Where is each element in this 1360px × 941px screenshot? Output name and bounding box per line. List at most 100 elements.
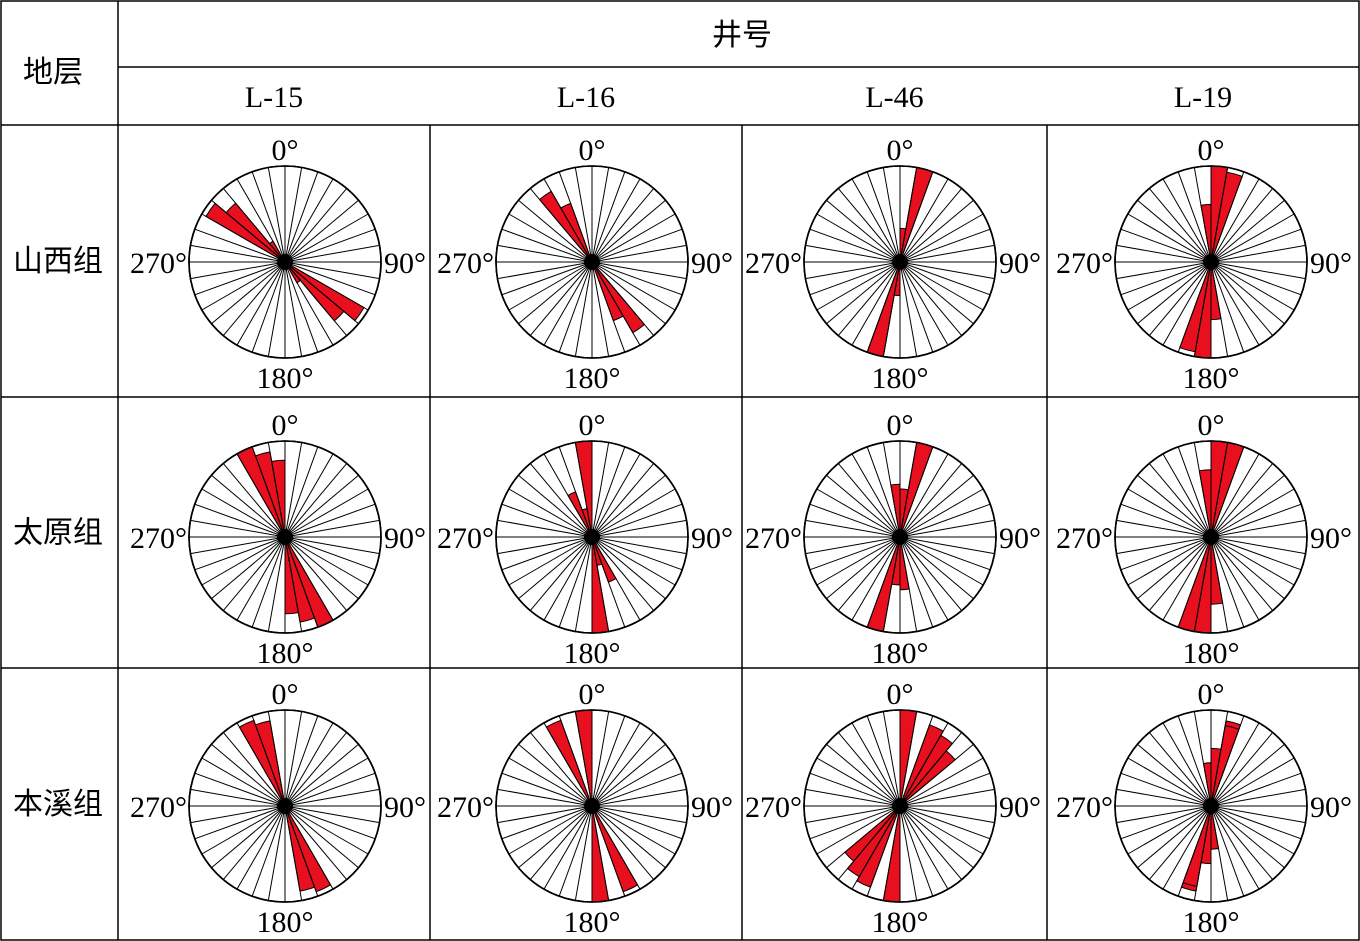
direction-label-180: 180°	[1183, 906, 1240, 939]
rose-sector-line	[591, 261, 666, 325]
rose-outline	[1114, 709, 1308, 903]
rose-sector-line	[1210, 805, 1295, 855]
rose-plot: 0° 90° 180° 270°	[745, 134, 1041, 395]
rose-sector-line	[837, 463, 901, 538]
direction-label-270: 270°	[437, 522, 494, 555]
rose-sector-line	[1210, 536, 1274, 611]
rose-sector-line	[284, 261, 303, 357]
rose-sector-line	[190, 261, 286, 280]
rose-center	[277, 798, 293, 814]
direction-label-270: 270°	[437, 247, 494, 280]
direction-label-90: 90°	[691, 791, 733, 824]
rose-sector-line	[805, 788, 901, 807]
rose-sector-line	[816, 488, 901, 538]
rose-sector-line	[899, 536, 934, 628]
rose-sector-line	[558, 715, 593, 807]
rose-sector-line	[591, 757, 676, 807]
rose-sector-line	[591, 453, 641, 538]
rose-sector-line	[543, 453, 593, 538]
rose-sector-line	[1210, 757, 1295, 807]
rose-sector-line	[899, 536, 995, 555]
rose-sector-line	[899, 805, 918, 901]
rose-sector-line	[1210, 519, 1306, 538]
rose-plot: 0° 90° 180° 270°	[437, 409, 733, 670]
rose-sector-line	[518, 199, 593, 263]
rose-sector-line	[591, 213, 676, 263]
rose-sector-line	[591, 536, 676, 586]
rose-sector-line	[826, 743, 901, 807]
rose-sector-line	[591, 536, 666, 600]
rose-sector-line	[543, 536, 593, 621]
rose-sector-line	[899, 463, 963, 538]
rose-sector-line	[899, 536, 963, 611]
rose-sector-line	[591, 261, 626, 353]
rose-sector-line	[899, 805, 934, 897]
rose-sector-line	[805, 519, 901, 538]
rose-sector-line	[899, 732, 963, 807]
direction-label-180: 180°	[872, 906, 929, 939]
rose-sector-line	[591, 536, 626, 628]
rose-sector-line	[558, 261, 593, 353]
rose-sector-line	[591, 536, 641, 621]
direction-label-90: 90°	[691, 522, 733, 555]
rose-sector-line	[899, 805, 995, 824]
direction-label-0: 0°	[887, 678, 914, 711]
rose-sector-line	[899, 711, 918, 807]
rose-sector-line	[591, 805, 626, 897]
rose-sector-line	[1210, 805, 1260, 890]
rose-sector-line	[529, 463, 593, 538]
rose-sector-line	[882, 536, 901, 632]
rose-sector-line	[529, 805, 593, 880]
rose-sector-line	[284, 474, 359, 538]
rose-sector-line	[1137, 743, 1212, 807]
rose-sector-line	[591, 188, 655, 263]
rose-sector-line	[222, 805, 286, 880]
rose-sector-line	[1127, 757, 1212, 807]
rose-outline	[188, 440, 382, 634]
rose-sector-line	[1210, 805, 1306, 824]
rose-outline	[803, 709, 997, 903]
rose-sector-line	[284, 536, 334, 621]
rose-sector-line	[194, 772, 286, 807]
rose-sector-line	[284, 805, 348, 880]
rose-sector-line	[591, 772, 683, 807]
rose-center	[584, 254, 600, 270]
rose-sector-line	[284, 711, 303, 807]
rose-plots: 0°90°180°270°0°90°180°270°0°90°180°270°0…	[130, 134, 1352, 939]
rose-sector-line	[267, 711, 286, 807]
rose-sector-line	[497, 244, 593, 263]
rose-sector-line	[1177, 261, 1212, 353]
rose-sector-line	[508, 536, 593, 586]
direction-label-90: 90°	[1310, 791, 1352, 824]
rose-sector-line	[222, 463, 286, 538]
rose-sector-line	[1210, 536, 1295, 586]
rose-sector-line	[1210, 788, 1306, 807]
direction-label-270: 270°	[1056, 522, 1113, 555]
rose-sector-line	[190, 788, 286, 807]
rose-sector-line	[805, 536, 901, 555]
rose-sector-line	[497, 788, 593, 807]
rose-sector-line	[826, 261, 901, 325]
direction-label-90: 90°	[999, 247, 1041, 280]
rose-sector-line	[1193, 261, 1212, 357]
direction-label-90: 90°	[384, 247, 426, 280]
rose-sector-line	[851, 261, 901, 346]
direction-label-90: 90°	[1310, 522, 1352, 555]
rose-sector-line	[284, 536, 319, 628]
rose-sector-line	[1177, 171, 1212, 263]
rose-sector-line	[1210, 261, 1260, 346]
rose-sector-line	[809, 772, 901, 807]
rose-sector-line	[899, 488, 984, 538]
rose-sector-line	[284, 536, 380, 555]
rose-sector-line	[1210, 805, 1229, 901]
rose-plot: 0° 90° 180° 270°	[130, 134, 426, 395]
rose-sector-line	[518, 474, 593, 538]
rose-sector-line	[591, 519, 687, 538]
rose-sector-line	[1127, 805, 1212, 855]
rose-sector-line	[284, 805, 319, 897]
rose-sector-line	[899, 536, 991, 571]
rose-center	[1203, 529, 1219, 545]
rose-sector-line	[899, 261, 918, 357]
rose-sector-line	[497, 261, 593, 280]
rose-sector-line	[284, 261, 319, 353]
